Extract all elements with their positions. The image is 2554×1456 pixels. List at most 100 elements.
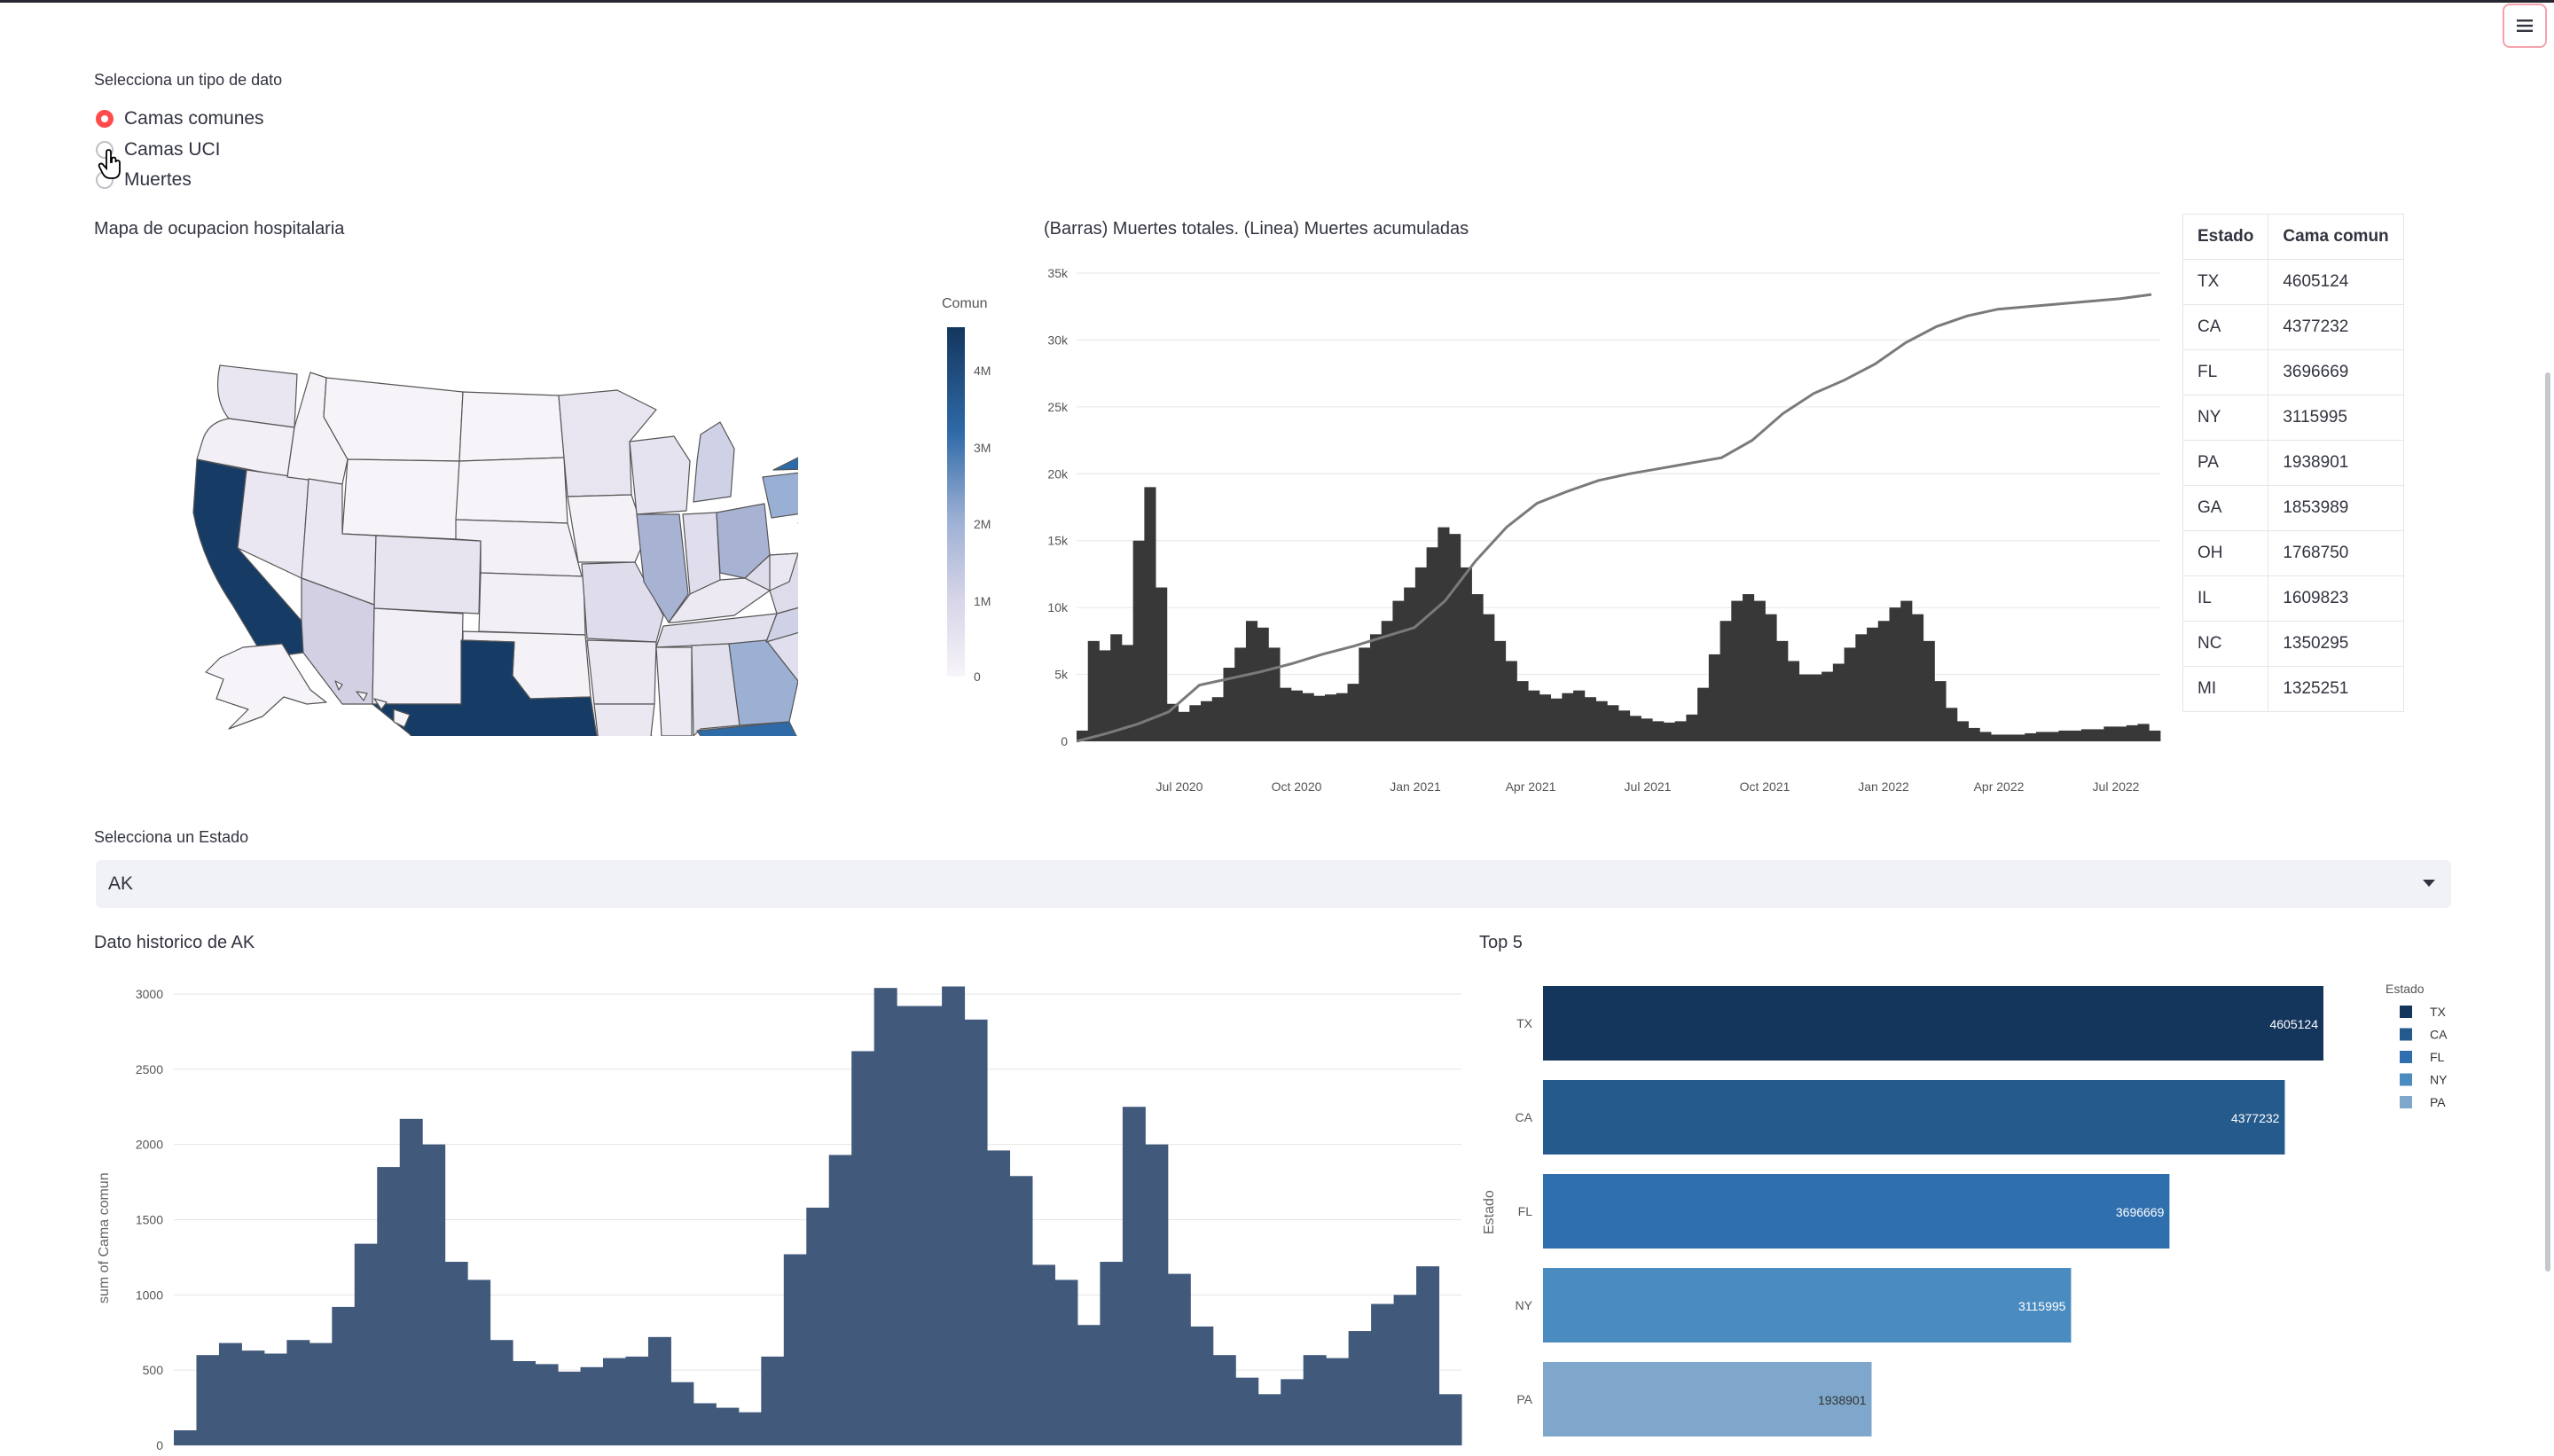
radio-option-camas-comunes[interactable]: Camas comunes — [96, 108, 264, 129]
bar[interactable] — [2092, 729, 2104, 741]
bar[interactable] — [874, 988, 897, 1445]
bar[interactable] — [1832, 663, 1845, 741]
legend-swatch[interactable] — [2400, 1096, 2412, 1108]
bar[interactable] — [2035, 732, 2049, 741]
bar[interactable] — [1144, 487, 1156, 741]
state-fl[interactable] — [696, 721, 798, 736]
bar[interactable] — [467, 1280, 491, 1445]
bar[interactable] — [942, 986, 966, 1445]
bar[interactable] — [1867, 627, 1879, 741]
bar[interactable] — [1539, 694, 1552, 741]
bar[interactable] — [377, 1167, 401, 1445]
bar[interactable] — [1281, 1379, 1304, 1445]
bar[interactable] — [1968, 727, 1980, 741]
bar[interactable] — [1392, 600, 1405, 741]
bar[interactable] — [783, 1254, 807, 1445]
bar[interactable] — [670, 1382, 694, 1445]
bar[interactable] — [1618, 710, 1631, 741]
us-choropleth-map[interactable] — [177, 346, 798, 736]
bar[interactable] — [1369, 634, 1383, 741]
bar[interactable] — [309, 1342, 333, 1445]
bar[interactable] — [1381, 621, 1393, 741]
bar[interactable] — [1798, 674, 1811, 741]
bar[interactable] — [1032, 1264, 1055, 1445]
bar[interactable] — [1416, 1266, 1440, 1445]
bar[interactable] — [1543, 1268, 2072, 1342]
bar[interactable] — [1122, 1107, 1146, 1445]
bar[interactable] — [1753, 600, 1766, 741]
state-nd[interactable] — [458, 391, 565, 462]
state-wi[interactable] — [629, 435, 691, 515]
bar[interactable] — [241, 1350, 265, 1445]
bar[interactable] — [1371, 1303, 1395, 1445]
bar[interactable] — [1516, 681, 1529, 741]
bar[interactable] — [1629, 716, 1641, 741]
legend-swatch[interactable] — [2400, 1006, 2412, 1018]
state-select[interactable]: AK — [96, 860, 2451, 908]
bar[interactable] — [263, 1353, 287, 1445]
bar[interactable] — [1099, 650, 1111, 741]
chevron-down-icon[interactable] — [2423, 880, 2435, 887]
bar[interactable] — [1743, 594, 1755, 741]
legend-label[interactable]: PA — [2430, 1095, 2446, 1109]
bar[interactable] — [1765, 614, 1777, 741]
bar[interactable] — [196, 1355, 220, 1445]
bar[interactable] — [2070, 730, 2082, 741]
state-hi[interactable] — [334, 680, 411, 728]
bar[interactable] — [1483, 614, 1495, 741]
legend-swatch[interactable] — [2400, 1028, 2412, 1041]
bar[interactable] — [286, 1340, 310, 1445]
bar[interactable] — [1325, 694, 1337, 741]
bar[interactable] — [964, 1019, 988, 1445]
bar[interactable] — [1223, 668, 1235, 741]
bar[interactable] — [1543, 1174, 2170, 1249]
bar[interactable] — [1543, 1080, 2285, 1155]
state-mn[interactable] — [558, 389, 657, 497]
bar[interactable] — [1708, 654, 1720, 741]
bar[interactable] — [490, 1340, 513, 1445]
bar[interactable] — [558, 1371, 582, 1445]
bar[interactable] — [444, 1261, 468, 1445]
bar[interactable] — [1132, 540, 1145, 741]
bar[interactable] — [1584, 697, 1596, 741]
bar[interactable] — [603, 1358, 626, 1445]
state-wv[interactable] — [769, 552, 798, 591]
bar[interactable] — [1336, 693, 1348, 741]
bar[interactable] — [1562, 693, 1574, 741]
bar[interactable] — [1054, 1280, 1078, 1445]
state-ny[interactable] — [772, 411, 798, 471]
bar[interactable] — [399, 1118, 423, 1445]
bar[interactable] — [1595, 701, 1608, 741]
state-al[interactable] — [691, 643, 740, 736]
bar[interactable] — [1235, 1377, 1259, 1445]
bar[interactable] — [1505, 661, 1517, 741]
bar[interactable] — [693, 1403, 717, 1445]
bar[interactable] — [1245, 621, 1258, 741]
bar[interactable] — [1404, 587, 1416, 741]
bar[interactable] — [2058, 730, 2071, 741]
legend-label[interactable]: TX — [2430, 1005, 2447, 1019]
bar[interactable] — [2149, 730, 2161, 741]
bar[interactable] — [1257, 627, 1269, 741]
bar[interactable] — [1911, 614, 1924, 741]
bar[interactable] — [1674, 721, 1687, 741]
bar[interactable] — [1810, 674, 1822, 741]
radio-selected-icon[interactable] — [96, 110, 114, 128]
state-mi[interactable] — [693, 421, 735, 503]
bar[interactable] — [1991, 734, 2003, 741]
bar[interactable] — [1493, 640, 1507, 741]
bar[interactable] — [806, 1207, 830, 1445]
bar[interactable] — [1347, 684, 1359, 741]
bar[interactable] — [1189, 705, 1202, 741]
bar[interactable] — [2104, 726, 2116, 741]
bar[interactable] — [1438, 527, 1450, 741]
bar[interactable] — [761, 1356, 785, 1445]
bar[interactable] — [1855, 634, 1868, 741]
bar[interactable] — [2126, 724, 2138, 741]
bar[interactable] — [1471, 594, 1484, 741]
bar[interactable] — [1290, 690, 1303, 741]
legend-swatch[interactable] — [2400, 1051, 2412, 1063]
bar[interactable] — [1573, 690, 1586, 741]
state-sd[interactable] — [455, 457, 568, 524]
bar[interactable] — [535, 1364, 559, 1445]
